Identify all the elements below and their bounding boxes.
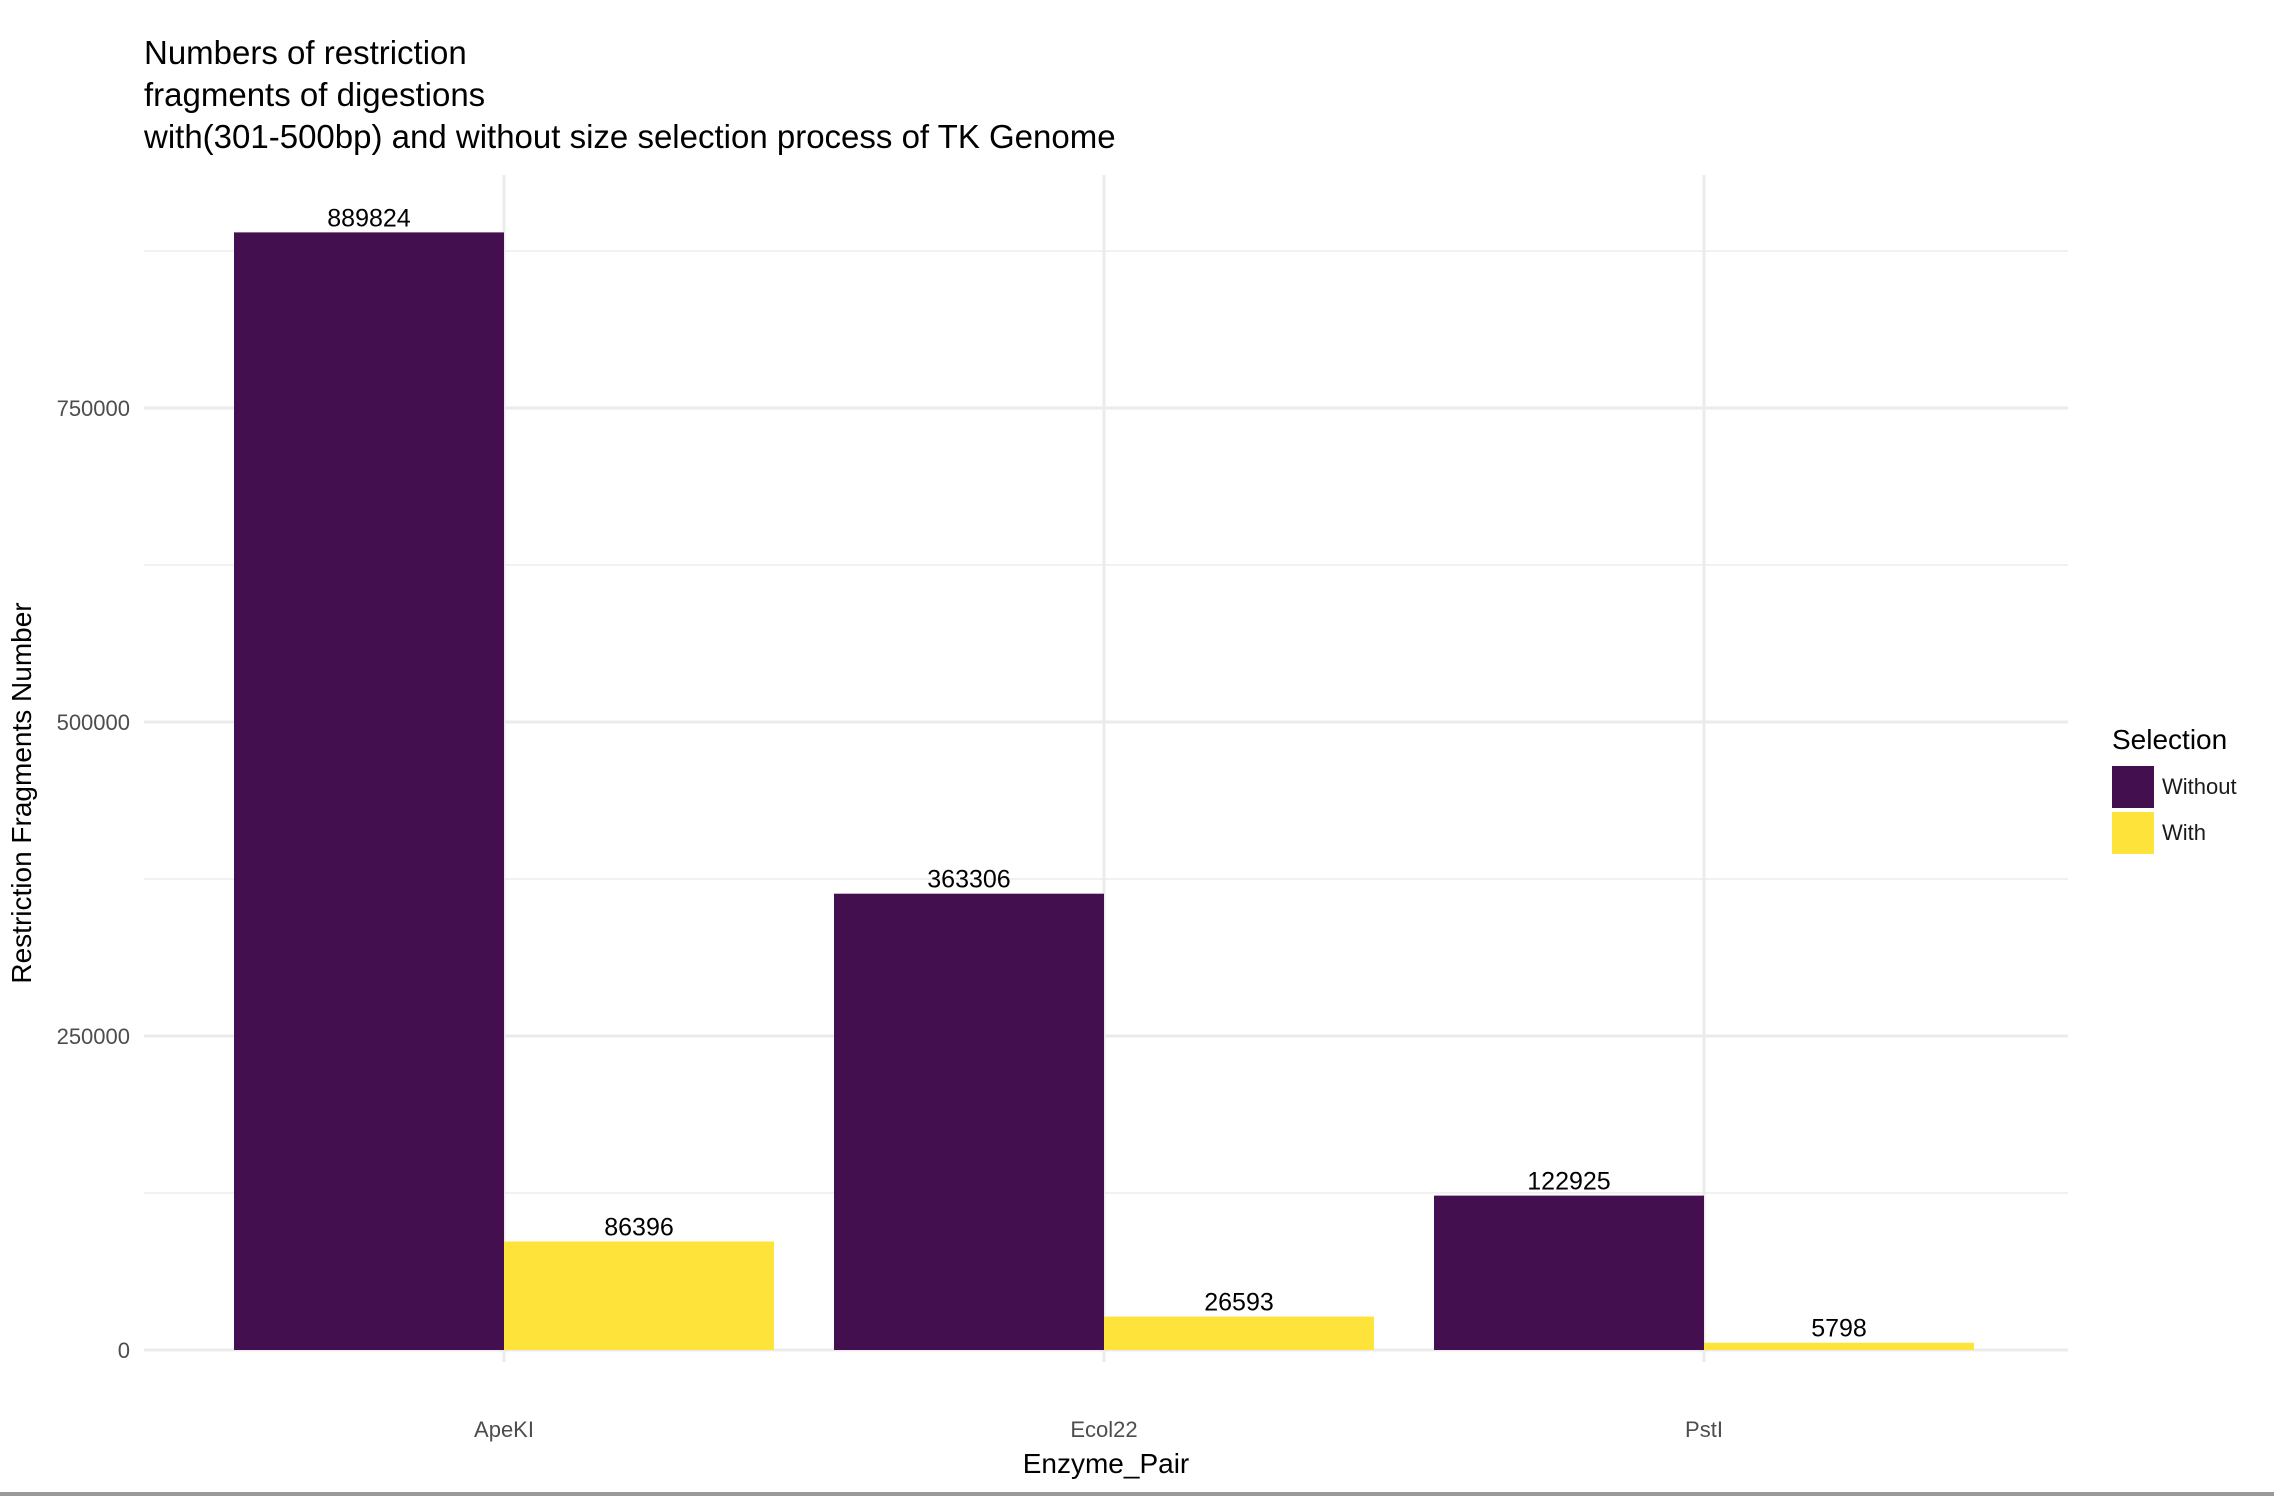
legend-label-without: Without xyxy=(2162,774,2237,799)
bar-value-label: 889824 xyxy=(327,204,411,232)
legend-label-with: With xyxy=(2162,820,2206,845)
axis-layer: 0 250000 500000 750000 ApeKI Ecol22 PstI xyxy=(57,396,1723,1442)
chart-title-line-1: Numbers of restriction xyxy=(144,34,467,71)
x-tick-label: PstI xyxy=(1685,1417,1723,1442)
bar-with-psti xyxy=(1704,1342,1974,1350)
legend-title: Selection xyxy=(2112,724,2228,755)
x-tick-label: Ecol22 xyxy=(1070,1417,1137,1442)
x-tick-label: ApeKI xyxy=(474,1417,534,1442)
legend-item-without: Without xyxy=(2112,764,2237,810)
window-bottom-border xyxy=(0,1492,2274,1496)
bar-value-label: 26593 xyxy=(1204,1289,1274,1317)
bar-value-label: 122925 xyxy=(1527,1168,1610,1196)
x-axis-title: Enzyme_Pair xyxy=(1023,1448,1190,1479)
legend-swatch-with xyxy=(2112,812,2154,854)
y-tick-label: 750000 xyxy=(57,396,130,421)
legend-swatch-without xyxy=(2112,766,2154,808)
bar-with-apeki xyxy=(504,1241,774,1350)
bar-value-label: 86396 xyxy=(604,1213,674,1241)
chart-title-line-2: fragments of digestions xyxy=(144,76,486,113)
bar-without-ecol22 xyxy=(834,893,1104,1350)
y-tick-label: 250000 xyxy=(57,1024,130,1049)
chart-title-line-3: with(301-500bp) and without size selecti… xyxy=(144,118,1116,155)
chart-title: Numbers of restriction fragments of dige… xyxy=(144,32,1116,158)
legend-item-with: With xyxy=(2112,810,2237,856)
bar-layer xyxy=(234,232,1974,1350)
y-tick-label: 500000 xyxy=(57,710,130,735)
legend: Selection Without With xyxy=(2112,724,2237,856)
y-tick-label: 0 xyxy=(118,1338,130,1363)
bar-with-ecol22 xyxy=(1104,1316,1374,1350)
y-axis-title: Restriction Fragments Number xyxy=(6,602,37,983)
bar-label-layer: 889824 363306 122925 86396 26593 5798 xyxy=(327,204,1867,1342)
bar-value-label: 5798 xyxy=(1811,1315,1867,1343)
bar-without-psti xyxy=(1434,1195,1704,1350)
bar-without-apeki xyxy=(234,232,504,1350)
bar-value-label: 363306 xyxy=(927,866,1010,894)
